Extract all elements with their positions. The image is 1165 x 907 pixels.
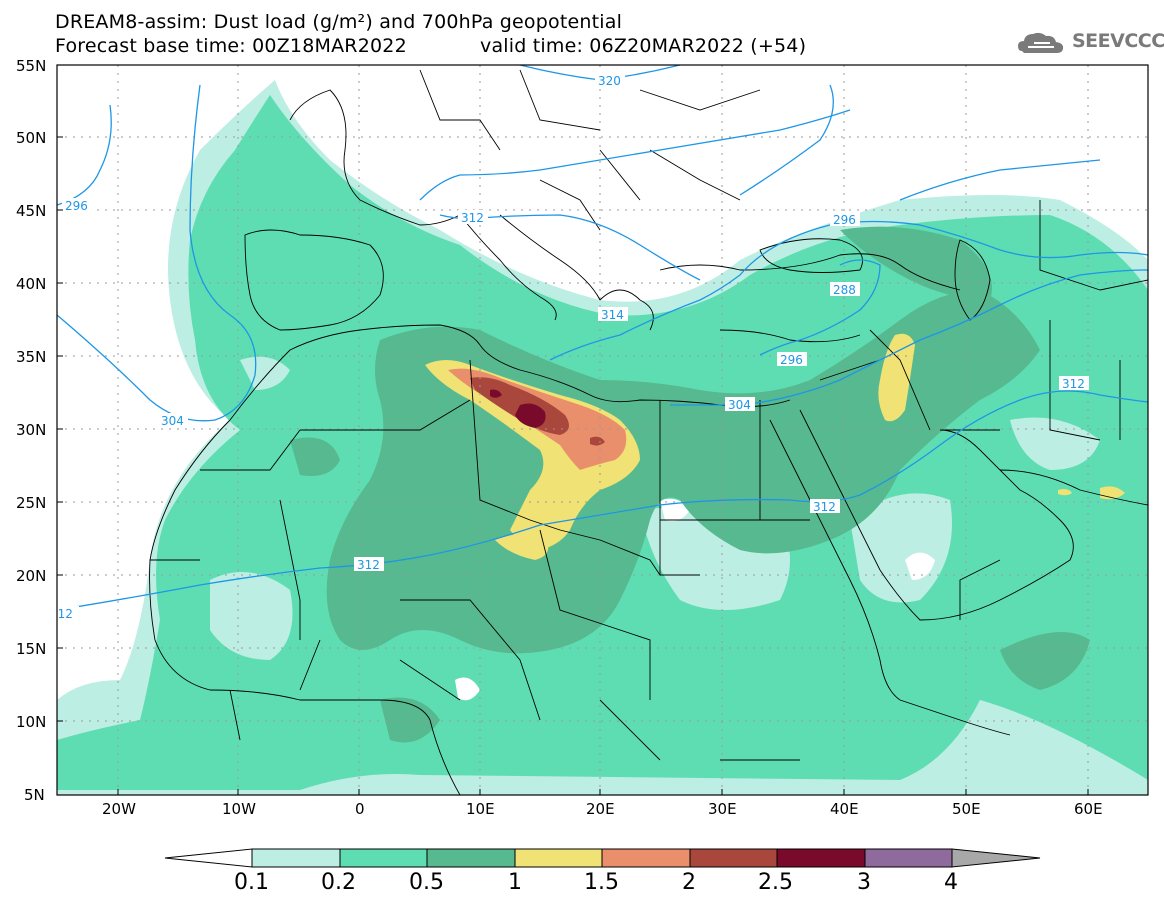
lat-label: 5N xyxy=(24,786,45,804)
dust-fields: 320 296 312 296 288 304 314 296 312 304 … xyxy=(50,65,1148,795)
seevccc-logo-text: SEEVCCC xyxy=(1072,30,1165,52)
forecast-base-time: Forecast base time: 00Z18MAR2022 xyxy=(55,35,407,57)
colorbar-swatch xyxy=(339,848,428,868)
contour-label: 312 xyxy=(461,211,484,225)
colorbar-label: 2.5 xyxy=(758,870,793,895)
colorbar xyxy=(164,848,1041,868)
map-frame xyxy=(56,64,1149,796)
colorbar-swatch xyxy=(689,848,778,868)
colorbar-label: 1.5 xyxy=(584,870,619,895)
colorbar-label: 4 xyxy=(944,870,958,895)
lon-label: 10W xyxy=(222,800,256,818)
contour-label: 304 xyxy=(728,398,751,412)
contour-label: 296 xyxy=(65,199,88,213)
contour-label: 296 xyxy=(780,353,803,367)
lat-label: 40N xyxy=(16,275,47,293)
colorbar-swatch xyxy=(514,848,603,868)
map-title: DREAM8-assim: Dust load (g/m²) and 700hP… xyxy=(55,11,623,33)
colorbar-label: 0.5 xyxy=(409,870,444,895)
axis-ticks xyxy=(57,64,1089,795)
colorbar-swatch xyxy=(601,848,691,868)
lon-label: 50E xyxy=(952,800,981,818)
lon-label: 40E xyxy=(830,800,859,818)
contour-label: 296 xyxy=(833,213,856,227)
dust-level-2.5 xyxy=(515,403,546,428)
contour-label: 314 xyxy=(601,308,624,322)
lat-label: 35N xyxy=(16,348,47,366)
contour-label: 312 xyxy=(357,558,380,572)
lat-label: 20N xyxy=(16,567,47,585)
lat-label: 50N xyxy=(16,129,47,147)
lon-label: 20W xyxy=(102,800,136,818)
lon-label: 20E xyxy=(586,800,615,818)
lat-label: 55N xyxy=(16,57,47,75)
colorbar-swatch xyxy=(776,848,866,868)
contour-labels: 320 296 312 296 288 304 314 296 312 304 … xyxy=(50,73,1089,621)
lat-label: 10N xyxy=(16,713,47,731)
lat-label: 45N xyxy=(16,202,47,220)
contour-label: 312 xyxy=(1062,377,1085,391)
lat-label: 30N xyxy=(16,421,47,439)
lon-label: 10E xyxy=(466,800,495,818)
contour-label: 320 xyxy=(598,74,621,88)
contour-label: 304 xyxy=(161,414,184,428)
contour-label: 288 xyxy=(833,283,856,297)
colorbar-label: 2 xyxy=(682,870,696,895)
lon-label: 30E xyxy=(708,800,737,818)
colorbar-label: 0.2 xyxy=(321,870,356,895)
colorbar-label: 1 xyxy=(508,870,522,895)
contour-label: 312 xyxy=(813,500,836,514)
colorbar-under-arrow xyxy=(164,848,253,868)
colorbar-label: 3 xyxy=(857,870,871,895)
colorbar-label: 0.1 xyxy=(234,870,269,895)
colorbar-swatch xyxy=(251,848,341,868)
graticule xyxy=(57,65,1148,795)
lat-label: 25N xyxy=(16,494,47,512)
coastlines xyxy=(149,69,1148,795)
colorbar-swatch xyxy=(864,848,953,868)
colorbar-swatch xyxy=(426,848,516,868)
colorbar-over-arrow xyxy=(951,848,1041,868)
cloud-logo-icon xyxy=(1018,32,1064,53)
lon-label: 0 xyxy=(355,800,365,818)
contour-label: 312 xyxy=(50,607,73,621)
lat-label: 15N xyxy=(16,640,47,658)
valid-time: valid time: 06Z20MAR2022 (+54) xyxy=(480,35,807,57)
lon-label: 60E xyxy=(1074,800,1103,818)
